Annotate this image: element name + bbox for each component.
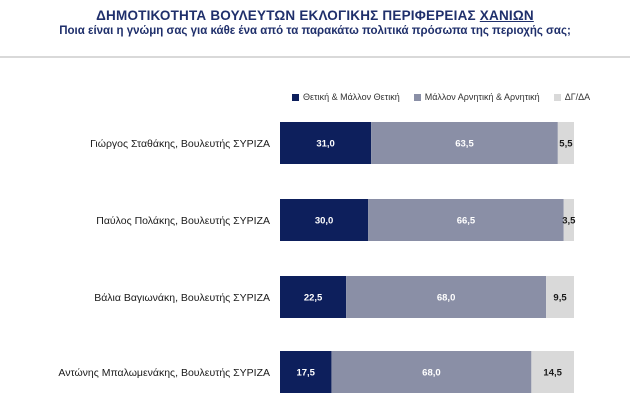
data-label: 5,5 [559,139,573,150]
chart-subtitle: Ποια είναι η γνώμη σας για κάθε ένα από … [59,25,571,37]
bar-segment-negative [331,351,532,393]
data-label: 68,0 [437,293,456,304]
legend: Θετική & Μάλλον Θετική Μάλλον Αρνητική &… [292,92,590,102]
bar-segment-dk [563,199,574,241]
data-label: 22,5 [304,293,323,304]
data-label: 14,5 [543,368,562,379]
bar-segment-positive [280,199,369,241]
legend-label-dk: ΔΓ/ΔΑ [564,92,591,102]
legend-item-positive: Θετική & Μάλλον Θετική [292,92,400,102]
data-label: 63,5 [455,139,474,150]
data-label: 17,5 [296,368,315,379]
bar-segment-dk [546,276,574,318]
legend-swatch-dk [553,93,561,101]
data-label: 66,5 [457,216,476,227]
legend-item-dk: ΔΓ/ΔΑ [553,92,591,102]
legend-label-positive: Θετική & Μάλλον Θετική [303,92,400,102]
bar-segment-positive [280,122,372,164]
category-label: Αντώνης Μπαλωμενάκης, Βουλευτής ΣΥΡΙΖΑ [58,367,270,379]
bar-segment-positive [280,276,347,318]
bar-segment-negative [368,199,564,241]
data-label: 9,5 [553,293,567,304]
bar-segment-negative [346,276,547,318]
category-label: Βάλια Βαγιωνάκη, Βουλευτής ΣΥΡΙΖΑ [94,292,270,304]
header-divider [0,56,630,58]
data-label: 3,5 [562,216,576,227]
bar-segment-negative [371,122,558,164]
bar-segment-dk [531,351,574,393]
legend-label-negative: Μάλλον Αρνητική & Αρνητική [424,92,540,102]
title-block: ΔΗΜΟΤΙΚΟΤΗΤΑ ΒΟΥΛΕΥΤΩΝ ΕΚΛΟΓΙΚΗΣ ΠΕΡΙΦΕΡ… [0,8,630,37]
data-label: 30,0 [315,216,334,227]
category-label: Γιώργος Σταθάκης, Βουλευτής ΣΥΡΙΖΑ [90,138,270,150]
legend-swatch-negative [413,93,421,101]
chart-title-main: ΔΗΜΟΤΙΚΟΤΗΤΑ ΒΟΥΛΕΥΤΩΝ ΕΚΛΟΓΙΚΗΣ ΠΕΡΙΦΕΡ… [96,8,476,23]
data-label: 31,0 [316,139,335,150]
bar-segment-positive [280,351,332,393]
legend-swatch-positive [292,93,299,101]
chart-title: ΔΗΜΟΤΙΚΟΤΗΤΑ ΒΟΥΛΕΥΤΩΝ ΕΚΛΟΓΙΚΗΣ ΠΕΡΙΦΕΡ… [0,8,630,23]
category-label: Παύλος Πολάκης, Βουλευτής ΣΥΡΙΖΑ [96,215,270,227]
data-label: 68,0 [422,368,441,379]
bar-segment-dk [557,122,574,164]
chart-title-region: ΧΑΝΙΩΝ [479,8,534,23]
legend-item-negative: Μάλλον Αρνητική & Αρνητική [413,92,540,102]
